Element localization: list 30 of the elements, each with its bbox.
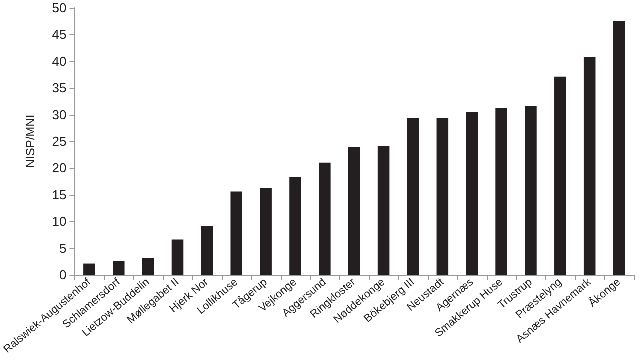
bar bbox=[260, 188, 272, 275]
y-tick-label: 50 bbox=[52, 0, 67, 16]
bar bbox=[112, 261, 125, 275]
y-tick-label: 45 bbox=[52, 27, 67, 42]
y-tick-label: 15 bbox=[52, 187, 67, 202]
bar bbox=[142, 258, 154, 275]
y-tick-label: 40 bbox=[52, 54, 67, 69]
bar bbox=[584, 57, 596, 275]
bar bbox=[348, 147, 360, 275]
bar bbox=[496, 108, 508, 275]
y-tick-label: 30 bbox=[52, 107, 67, 122]
bar bbox=[407, 118, 420, 275]
y-tick-label: 5 bbox=[59, 240, 67, 256]
bar bbox=[290, 177, 302, 275]
y-tick-label: 10 bbox=[52, 214, 67, 230]
bar bbox=[525, 106, 537, 275]
y-axis-title: NISP/MNI bbox=[24, 114, 38, 168]
bar bbox=[84, 264, 96, 275]
bar bbox=[613, 21, 626, 275]
bar bbox=[466, 112, 478, 275]
bar bbox=[554, 76, 566, 275]
bar bbox=[378, 146, 390, 275]
bar bbox=[172, 240, 184, 275]
y-tick-label: 35 bbox=[52, 80, 67, 96]
bar bbox=[230, 192, 243, 275]
bar bbox=[319, 162, 331, 275]
bar bbox=[201, 226, 214, 275]
y-tick-label: 25 bbox=[52, 134, 67, 149]
bar bbox=[436, 118, 449, 275]
y-tick-label: 20 bbox=[52, 160, 67, 176]
